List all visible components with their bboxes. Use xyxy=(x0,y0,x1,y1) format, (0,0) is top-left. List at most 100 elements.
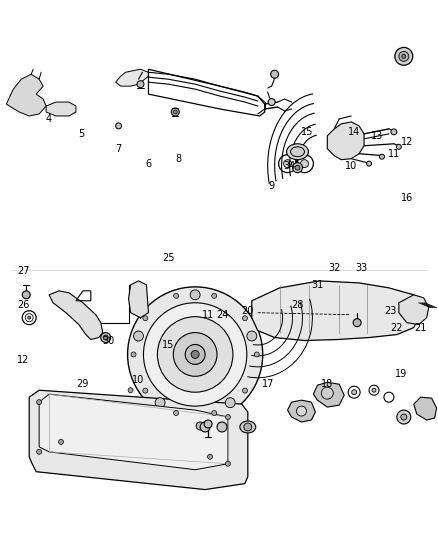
Polygon shape xyxy=(116,69,148,86)
Circle shape xyxy=(395,47,413,65)
Circle shape xyxy=(157,317,233,392)
Text: 17: 17 xyxy=(261,379,274,389)
Circle shape xyxy=(372,388,376,392)
Circle shape xyxy=(59,439,64,445)
Text: 14: 14 xyxy=(348,127,360,137)
Text: 32: 32 xyxy=(328,263,340,273)
Text: 15: 15 xyxy=(162,340,174,350)
Text: 26: 26 xyxy=(17,300,29,310)
Text: 25: 25 xyxy=(162,253,175,263)
Circle shape xyxy=(37,449,42,454)
Text: 30: 30 xyxy=(102,336,115,345)
Text: 12: 12 xyxy=(401,137,413,147)
Circle shape xyxy=(247,331,257,341)
Circle shape xyxy=(254,352,259,357)
Polygon shape xyxy=(252,281,421,341)
Circle shape xyxy=(204,420,212,428)
Polygon shape xyxy=(46,102,76,116)
Ellipse shape xyxy=(286,144,308,160)
Text: 22: 22 xyxy=(391,322,403,333)
Circle shape xyxy=(185,344,205,365)
Text: 6: 6 xyxy=(145,159,152,168)
Circle shape xyxy=(268,99,275,106)
Circle shape xyxy=(127,287,263,422)
Text: 29: 29 xyxy=(77,379,89,389)
Circle shape xyxy=(190,290,200,300)
Circle shape xyxy=(352,390,357,394)
Polygon shape xyxy=(399,295,429,325)
Circle shape xyxy=(173,293,179,298)
Circle shape xyxy=(37,400,42,405)
Circle shape xyxy=(353,319,361,327)
Circle shape xyxy=(226,461,230,466)
Circle shape xyxy=(103,335,108,340)
Text: 31: 31 xyxy=(311,280,324,290)
Polygon shape xyxy=(7,74,46,116)
Circle shape xyxy=(173,110,177,114)
Text: 12: 12 xyxy=(17,356,29,366)
Circle shape xyxy=(402,54,406,58)
Polygon shape xyxy=(29,390,248,490)
Polygon shape xyxy=(49,291,103,340)
Circle shape xyxy=(101,333,111,343)
Circle shape xyxy=(367,161,371,166)
Circle shape xyxy=(244,423,252,431)
Polygon shape xyxy=(314,382,344,407)
Circle shape xyxy=(137,80,144,87)
Polygon shape xyxy=(327,122,364,160)
Text: 21: 21 xyxy=(414,322,427,333)
Text: 16: 16 xyxy=(401,193,413,204)
Ellipse shape xyxy=(290,147,304,157)
Circle shape xyxy=(297,406,307,416)
Text: 34: 34 xyxy=(283,160,296,171)
Text: 19: 19 xyxy=(395,369,407,379)
Circle shape xyxy=(271,70,279,78)
Text: 7: 7 xyxy=(116,144,122,154)
Polygon shape xyxy=(129,281,148,318)
Circle shape xyxy=(226,415,230,419)
Text: 11: 11 xyxy=(388,149,400,159)
Circle shape xyxy=(196,422,204,430)
Ellipse shape xyxy=(240,421,256,433)
Text: 10: 10 xyxy=(132,375,145,385)
Circle shape xyxy=(397,410,411,424)
Circle shape xyxy=(401,414,407,420)
Circle shape xyxy=(396,144,401,149)
Text: 27: 27 xyxy=(17,266,29,276)
Text: 18: 18 xyxy=(321,379,333,389)
Text: 33: 33 xyxy=(355,263,367,273)
Circle shape xyxy=(173,333,217,376)
Circle shape xyxy=(171,108,179,116)
Circle shape xyxy=(143,316,148,321)
Text: 28: 28 xyxy=(291,300,304,310)
Circle shape xyxy=(143,388,148,393)
Circle shape xyxy=(225,398,235,408)
Text: 15: 15 xyxy=(301,127,314,137)
Circle shape xyxy=(293,163,303,173)
Polygon shape xyxy=(288,400,315,422)
Circle shape xyxy=(131,352,136,357)
Text: 5: 5 xyxy=(78,129,84,139)
Circle shape xyxy=(200,422,210,432)
Polygon shape xyxy=(39,394,228,470)
Circle shape xyxy=(379,154,385,159)
Text: 23: 23 xyxy=(385,306,397,316)
Circle shape xyxy=(321,387,333,399)
Text: 10: 10 xyxy=(345,160,357,171)
Circle shape xyxy=(155,398,165,408)
Circle shape xyxy=(134,331,143,341)
Circle shape xyxy=(391,129,397,135)
Circle shape xyxy=(22,291,30,299)
Circle shape xyxy=(212,410,217,416)
Circle shape xyxy=(208,454,212,459)
Circle shape xyxy=(217,422,227,432)
Text: 13: 13 xyxy=(371,131,383,141)
Circle shape xyxy=(243,388,247,393)
Circle shape xyxy=(283,160,292,168)
Circle shape xyxy=(28,316,31,319)
Circle shape xyxy=(295,165,300,170)
Circle shape xyxy=(191,351,199,358)
Text: 20: 20 xyxy=(242,306,254,316)
Polygon shape xyxy=(414,397,437,420)
Text: 24: 24 xyxy=(216,310,228,320)
